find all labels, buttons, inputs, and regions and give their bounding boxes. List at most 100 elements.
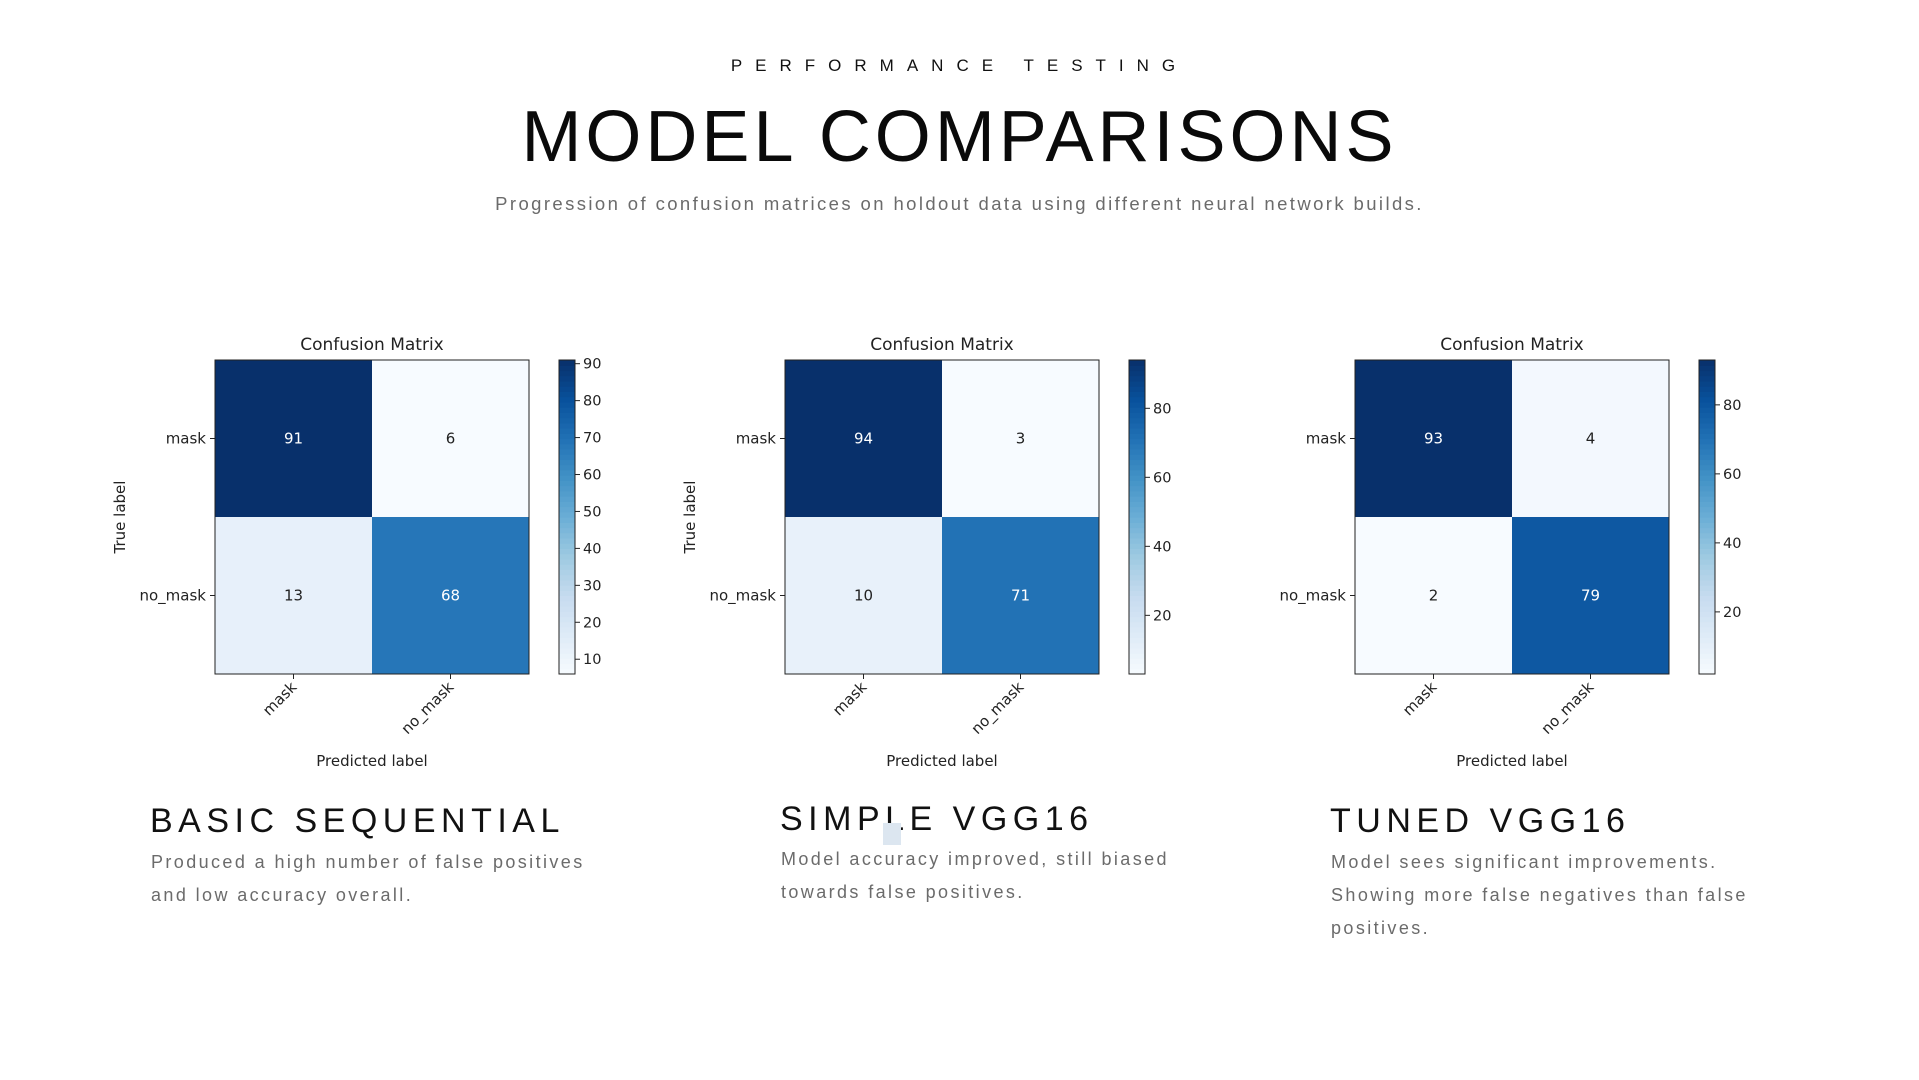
colorbar-segment — [1129, 501, 1145, 508]
model-desc-basic-sequential: Produced a high number of false positive… — [151, 846, 585, 912]
colorbar-segment — [559, 464, 575, 471]
colorbar-segment — [1699, 653, 1715, 659]
colorbar-segment — [1129, 380, 1145, 387]
colorbar-segment — [1129, 454, 1145, 461]
matrix-cell — [785, 360, 942, 517]
colorbar-segment — [1129, 663, 1145, 670]
colorbar-segment — [559, 564, 575, 570]
colorbar-segment — [559, 480, 575, 487]
colorbar-tick-label: 80 — [1723, 398, 1741, 414]
colorbar-tick-label: 40 — [1723, 536, 1741, 552]
colorbar-segment — [559, 658, 575, 665]
cell-value-label: 94 — [854, 430, 873, 448]
model-title-tuned-vgg16: TUNED VGG16 — [1330, 802, 1631, 840]
colorbar-segment — [559, 506, 575, 513]
colorbar-segment — [1129, 365, 1145, 372]
colorbar-segment — [1129, 443, 1145, 450]
colorbar-segment — [1129, 532, 1145, 539]
colorbar-segment — [1129, 490, 1145, 497]
colorbar-segment — [1129, 422, 1145, 429]
colorbar-segment — [1699, 558, 1715, 565]
colorbar-segment — [1699, 517, 1715, 523]
colorbar-segment — [1129, 527, 1145, 534]
x-tick-label: mask — [1399, 678, 1440, 719]
colorbar-segment — [559, 360, 575, 366]
colorbar-segment — [559, 611, 575, 618]
colorbar-segment — [1699, 569, 1715, 576]
model-title-basic-sequential: BASIC SEQUENTIAL — [150, 802, 565, 840]
colorbar-segment — [1699, 548, 1715, 555]
colorbar-segment — [1699, 595, 1715, 602]
model-desc-line: Produced a high number of false positive… — [151, 852, 585, 872]
matrix-cell — [372, 360, 529, 517]
colorbar-segment — [1699, 433, 1715, 440]
colorbar-segment — [1129, 558, 1145, 565]
colorbar-segment — [559, 454, 575, 461]
colorbar-tick-label: 60 — [583, 468, 601, 484]
colorbar-segment — [1699, 370, 1715, 377]
colorbar-segment — [1129, 647, 1145, 654]
colorbar-segment — [1129, 391, 1145, 398]
colorbar-segment — [559, 527, 575, 534]
colorbar-segment — [559, 443, 575, 450]
matrix-cell — [942, 360, 1099, 517]
colorbar-segment — [559, 626, 575, 633]
colorbar-segment — [1129, 600, 1145, 607]
y-tick-label: mask — [166, 430, 207, 448]
colorbar-segment — [1699, 459, 1715, 466]
colorbar-segment — [1129, 448, 1145, 455]
colorbar-segment — [1699, 375, 1715, 382]
colorbar-segment — [1699, 506, 1715, 513]
colorbar-segment — [1699, 574, 1715, 581]
matrix-cell — [785, 517, 942, 674]
matrix-frame — [1354, 359, 1670, 675]
colorbar-segment — [1699, 438, 1715, 445]
model-desc-line: Model accuracy improved, still biased — [781, 849, 1169, 869]
cell-value-label: 13 — [284, 587, 303, 605]
matrix-frame — [214, 359, 530, 675]
colorbar-segment — [559, 517, 575, 523]
colorbar-segment — [559, 469, 575, 476]
colorbar-segment — [1699, 579, 1715, 586]
colorbar-segment — [559, 448, 575, 455]
colorbar-tick-label: 20 — [583, 615, 601, 631]
colorbar-segment — [559, 501, 575, 508]
x-tick-label: no_mask — [398, 678, 459, 739]
colorbar-segment — [1699, 469, 1715, 476]
colorbar-segment — [1129, 569, 1145, 576]
colorbar-segment — [1129, 417, 1145, 424]
colorbar-segment — [1699, 443, 1715, 450]
colorbar-segment — [1129, 375, 1145, 382]
x-axis-label: Predicted label — [316, 752, 427, 770]
colorbar-segment — [1699, 401, 1715, 408]
colorbar-segment — [1129, 511, 1145, 518]
cell-value-label: 4 — [1586, 430, 1596, 448]
y-tick-label: mask — [1306, 430, 1347, 448]
matrix-cell — [372, 517, 529, 674]
colorbar-segment — [1129, 595, 1145, 602]
colorbar-segment — [559, 375, 575, 382]
colorbar-segment — [1699, 611, 1715, 618]
colorbar-segment — [1699, 422, 1715, 429]
colorbar-segment — [559, 600, 575, 607]
colorbar-segment — [1699, 412, 1715, 419]
model-desc-line: and low accuracy overall. — [151, 885, 414, 905]
matrix-cell — [215, 360, 372, 517]
colorbar-segment — [1699, 407, 1715, 413]
colorbar-segment — [1129, 522, 1145, 529]
colorbar-segment — [559, 585, 575, 591]
colorbar-segment — [1699, 480, 1715, 487]
colorbar-segment — [559, 595, 575, 602]
colorbar-segment — [1129, 553, 1145, 560]
colorbar-segment — [1699, 605, 1715, 612]
colorbar-segment — [559, 569, 575, 576]
colorbar-segment — [559, 370, 575, 377]
colorbar-segment — [1129, 668, 1145, 675]
colorbar-segment — [1129, 579, 1145, 586]
colorbar-segment — [559, 532, 575, 539]
x-tick-label: mask — [829, 678, 870, 719]
colorbar-segment — [559, 386, 575, 392]
colorbar-segment — [1129, 428, 1145, 434]
cell-value-label: 71 — [1011, 587, 1030, 605]
